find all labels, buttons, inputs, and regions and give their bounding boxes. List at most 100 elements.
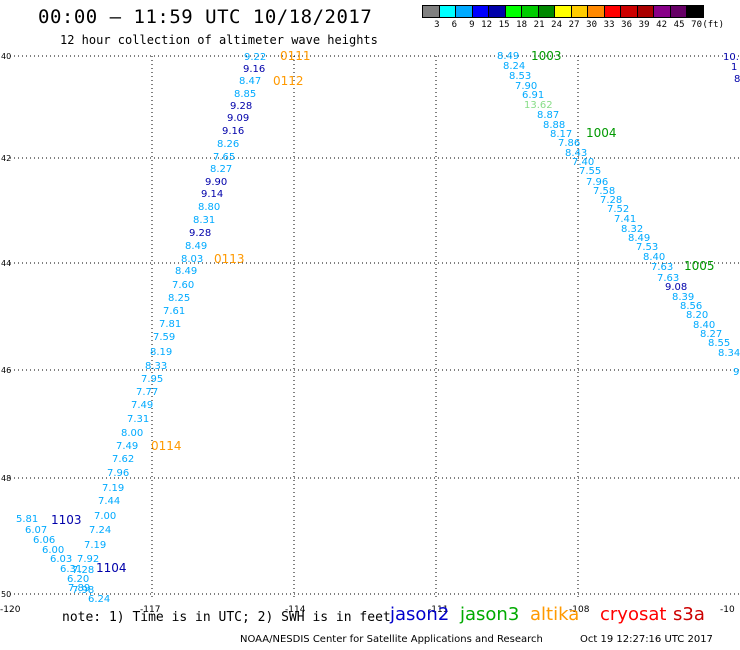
color-legend: 3 6 9 12 15 18 21 24 27 30 33 36 39 42 45 70 (ft) [422, 5, 740, 39]
page-subtitle: 12 hour collection of altimeter wave hei… [60, 33, 378, 47]
pass-time-label: 1104 [96, 561, 127, 575]
swh-label: 8.40 [643, 252, 665, 263]
lat-tick-label: 42 [1, 154, 11, 163]
swh-label: 7.62 [112, 454, 134, 465]
swh-label: 8.87 [537, 110, 559, 121]
swh-label: 7.63 [651, 262, 673, 273]
swh-label: 8.27 [700, 329, 722, 340]
swh-label: 9.09 [227, 113, 249, 124]
swh-label: 7.28 [600, 195, 622, 206]
satellite-jason2: jason2 [390, 604, 450, 625]
swh-label: 7.41 [614, 214, 636, 225]
swh-label: 7.49 [131, 400, 153, 411]
swh-label: 7.92 [77, 554, 99, 565]
swh-label: 10. [723, 52, 739, 63]
page-title: 00:00 – 11:59 UTC 10/18/2017 [38, 6, 373, 28]
swh-label: 7.90 [515, 81, 537, 92]
swh-label: 7.60 [172, 280, 194, 291]
swh-label: 6.24 [88, 594, 110, 605]
swh-label: 7.65 [213, 152, 235, 163]
swh-label: 7.44 [98, 496, 120, 507]
lon-tick-label: -108 [569, 605, 590, 615]
generated-time: Oct 19 12:27:16 UTC 2017 [580, 634, 713, 645]
swh-label: 7.61 [163, 306, 185, 317]
swh-label: 8.19 [150, 347, 172, 358]
swh-label: 8.40 [693, 320, 715, 331]
pass-time-label: 0113 [214, 252, 245, 266]
swh-label: 8.27 [210, 164, 232, 175]
swh-label: 8.31 [193, 215, 215, 226]
map-grid [10, 55, 740, 600]
swh-label: 7.52 [607, 204, 629, 215]
swh-label: 8.88 [543, 120, 565, 131]
lon-tick-label: -120 [0, 605, 21, 615]
swh-label: 7.89 [68, 583, 90, 594]
swh-label: 9.16 [243, 64, 265, 75]
swh-label: 8.49 [628, 233, 650, 244]
swh-label: 8.53 [509, 71, 531, 82]
swh-label: 7.53 [636, 242, 658, 253]
swh-label: 8.49 [497, 51, 519, 62]
lon-tick-label: -117 [140, 605, 160, 615]
legend-label: 24 [551, 20, 562, 30]
swh-label: 8.25 [168, 293, 190, 304]
swh-label: 8.47 [239, 76, 261, 87]
swh-label: 7.58 [593, 186, 615, 197]
lat-tick-label: 40 [1, 52, 11, 61]
swh-label: 7.19 [102, 483, 124, 494]
legend-label: 15 [498, 20, 510, 30]
satellite-s3a: s3a [673, 604, 705, 625]
altimeter-tracks: 9.229.168.478.859.289.099.168.267.658.27… [16, 49, 740, 605]
legend-label: 3 [434, 20, 440, 30]
swh-label: 8 [734, 74, 740, 85]
legend-label: 39 [638, 20, 650, 30]
swh-label: 7.96 [107, 468, 129, 479]
credit-line: NOAA/NESDIS Center for Satellite Applica… [240, 634, 543, 645]
legend-unit: (ft) [702, 20, 724, 30]
swh-label: 8.49 [175, 266, 197, 277]
legend-label: 12 [481, 20, 492, 30]
pass-time-label: 0112 [273, 74, 304, 88]
swh-label: 6.07 [25, 525, 47, 536]
lon-tick-label: -114 [285, 605, 306, 615]
swh-label: 8.00 [121, 428, 143, 439]
lon-tick-label: -111 [428, 605, 448, 615]
swh-label: 7.95 [141, 374, 163, 385]
swh-label: 9.22 [244, 52, 266, 63]
swh-label: 8.33 [145, 361, 167, 372]
pass-time-label: 1003 [531, 49, 562, 63]
legend-label: 45 [673, 20, 685, 30]
lat-tick-label: 50 [1, 590, 11, 599]
lat-tick-label: 46 [1, 366, 11, 375]
swh-label: 7.86 [558, 138, 580, 149]
swh-label: 9.16 [222, 126, 244, 137]
swh-label: 7.59 [153, 332, 175, 343]
swh-label: 5.81 [16, 514, 38, 525]
swh-label: 9.08 [665, 282, 687, 293]
footer-note: note: 1) Time is in UTC; 2) SWH is in fe… [62, 610, 391, 625]
swh-label: 9.28 [189, 228, 211, 239]
lat-tick-label: 48 [1, 474, 11, 483]
lon-tick-label: -10 [720, 605, 735, 615]
swh-label: 9.28 [230, 101, 252, 112]
swh-label: 9 [733, 367, 739, 378]
legend-swatch [686, 5, 704, 18]
legend-label: 30 [586, 20, 597, 30]
satellite-cryosat: cryosat [600, 604, 667, 625]
swh-label: 8.56 [680, 301, 702, 312]
swh-label: 7.00 [94, 511, 116, 522]
legend-label: 21 [533, 20, 545, 30]
swh-label: 7.55 [579, 166, 601, 177]
swh-label: 8.24 [503, 61, 525, 72]
swh-label: 7.40 [572, 157, 594, 168]
swh-label: 9.90 [205, 177, 227, 188]
swh-label: 6.20 [67, 574, 89, 585]
swh-label: 8.32 [621, 224, 643, 235]
swh-label: 8.39 [672, 292, 694, 303]
swh-label: 7.77 [136, 387, 158, 398]
swh-label: 6.00 [42, 545, 64, 556]
swh-label: 7.24 [89, 525, 111, 536]
swh-label: 8.80 [198, 202, 220, 213]
swh-label: 13.62 [524, 100, 553, 111]
